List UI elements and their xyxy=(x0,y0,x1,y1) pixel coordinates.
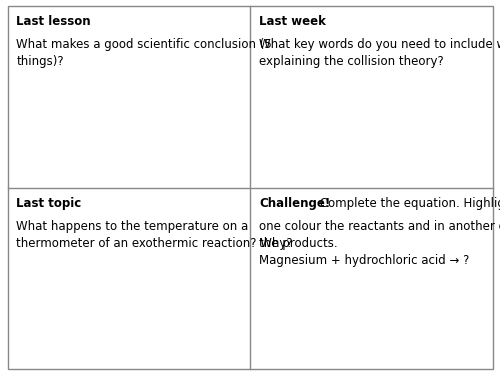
Text: Last lesson: Last lesson xyxy=(16,15,91,28)
Text: Last week: Last week xyxy=(259,15,326,28)
Text: What makes a good scientific conclusion (5
things)?: What makes a good scientific conclusion … xyxy=(16,38,272,68)
Text: Complete the equation. Highlight in: Complete the equation. Highlight in xyxy=(316,197,500,210)
Text: Last topic: Last topic xyxy=(16,197,82,210)
Text: What key words do you need to include when
explaining the collision theory?: What key words do you need to include wh… xyxy=(259,38,500,68)
Text: What happens to the temperature on a
thermometer of an exothermic reaction? Why?: What happens to the temperature on a the… xyxy=(16,220,293,250)
Text: Challenge!: Challenge! xyxy=(259,197,330,210)
Text: one colour the reactants and in another colour
the products.
Magnesium + hydroch: one colour the reactants and in another … xyxy=(259,220,500,267)
